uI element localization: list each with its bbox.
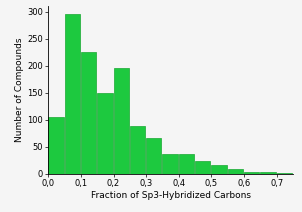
Bar [97,93,113,174]
Bar [65,14,80,174]
Bar [277,173,292,174]
Bar [244,172,259,174]
Bar [114,68,129,174]
Bar [48,117,64,174]
Bar [179,154,194,174]
Bar [130,126,145,174]
Bar [195,161,210,174]
Bar [260,172,276,174]
Y-axis label: Number of Compounds: Number of Compounds [15,38,24,142]
Bar [81,52,96,174]
Bar [211,165,227,174]
Bar [228,169,243,174]
X-axis label: Fraction of Sp3-Hybridized Carbons: Fraction of Sp3-Hybridized Carbons [91,191,251,200]
Bar [146,138,162,174]
Bar [162,154,178,174]
